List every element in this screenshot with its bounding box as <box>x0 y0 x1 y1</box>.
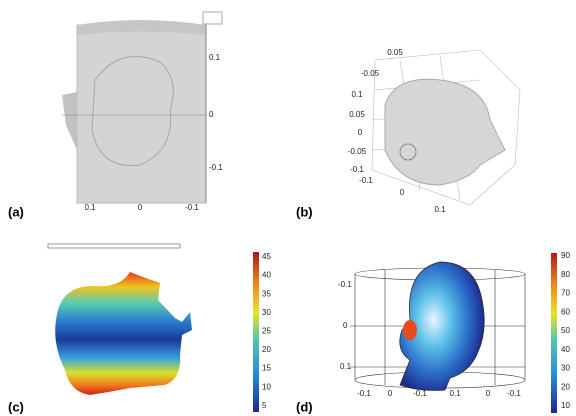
tick-label: -0.1 <box>507 389 521 398</box>
colorbar-label: 45 <box>262 252 271 261</box>
tick-label: 0.1 <box>340 362 352 371</box>
tick-label: 0.1 <box>351 90 363 99</box>
colorbar-labels: 90 80 70 60 50 40 30 20 10 <box>561 251 570 410</box>
tick-label: -0.1 <box>185 203 199 212</box>
tick-label: -0.1 <box>359 176 373 185</box>
ear <box>403 320 417 340</box>
domain-box <box>77 25 206 203</box>
panel-a: 0.1 0 -0.1 0.1 0 -0.1 (a) <box>8 12 223 219</box>
colorbar-label: 60 <box>561 307 570 316</box>
tick-label: 0.05 <box>349 110 365 119</box>
tick-label: 0.1 <box>84 203 96 212</box>
colorbar-label: 40 <box>262 271 271 280</box>
tick-label: 0 <box>343 321 348 330</box>
tick-label: 0 <box>209 110 214 119</box>
panel-d: 90 80 70 60 50 40 30 20 10 -0.1 0 0.1 -0.1 0 -0.… <box>296 251 570 414</box>
tick-label: -0.1 <box>413 389 427 398</box>
panel-label: (c) <box>8 399 24 414</box>
field-plot <box>55 272 192 395</box>
colorbar-label: 25 <box>262 327 271 336</box>
tick-label: 0.1 <box>449 389 461 398</box>
colorbar-label: 15 <box>262 364 271 373</box>
tick-label: -0.1 <box>338 280 352 289</box>
figure: 0.1 0 -0.1 0.1 0 -0.1 (a) 0.05 -0.05 0.1… <box>0 0 576 416</box>
head-ear <box>62 92 77 150</box>
colorbar-label: 80 <box>561 270 570 279</box>
colorbar <box>253 252 259 412</box>
colorbar-label: 40 <box>561 345 570 354</box>
panel-c: 45 40 35 30 25 20 15 10 5 (c) <box>8 244 271 414</box>
colorbar-label: 90 <box>561 251 570 260</box>
box <box>203 12 222 24</box>
colorbar-label: 20 <box>561 382 570 391</box>
colorbar-label: 50 <box>561 326 570 335</box>
head-shape <box>385 79 505 185</box>
colorbar-label: 10 <box>262 382 271 391</box>
tick-label: -0.1 <box>350 165 364 174</box>
panel-b: 0.05 -0.05 0.1 0.05 0 -0.05 -0.1 -0.1 0 … <box>296 48 520 219</box>
box <box>48 244 180 248</box>
colorbar-labels: 45 40 35 30 25 20 15 10 5 <box>262 252 271 410</box>
tick-label: 0.1 <box>209 53 221 62</box>
panel-label: (b) <box>296 204 313 219</box>
colorbar-label: 5 <box>262 401 267 410</box>
tick-label: 0 <box>138 203 143 212</box>
colorbar-label: 30 <box>561 364 570 373</box>
tick-label: -0.05 <box>361 69 380 78</box>
panel-label: (d) <box>296 399 313 414</box>
colorbar <box>551 253 557 413</box>
colorbar-label: 35 <box>262 289 271 298</box>
panel-label: (a) <box>8 204 24 219</box>
tick-label: 0 <box>358 128 363 137</box>
colorbar-label: 10 <box>561 401 570 410</box>
tick-label: 0.05 <box>387 48 403 57</box>
tick-label: 0.1 <box>434 205 446 214</box>
tick-label: 0 <box>400 188 405 197</box>
colorbar-label: 30 <box>262 308 271 317</box>
tick-label: 0 <box>486 389 491 398</box>
tick-label: -0.1 <box>209 163 223 172</box>
tick-label: -0.1 <box>357 389 371 398</box>
tick-label: 0 <box>388 389 393 398</box>
tick-label: -0.05 <box>348 147 367 156</box>
colorbar-label: 20 <box>262 345 271 354</box>
colorbar-label: 70 <box>561 289 570 298</box>
